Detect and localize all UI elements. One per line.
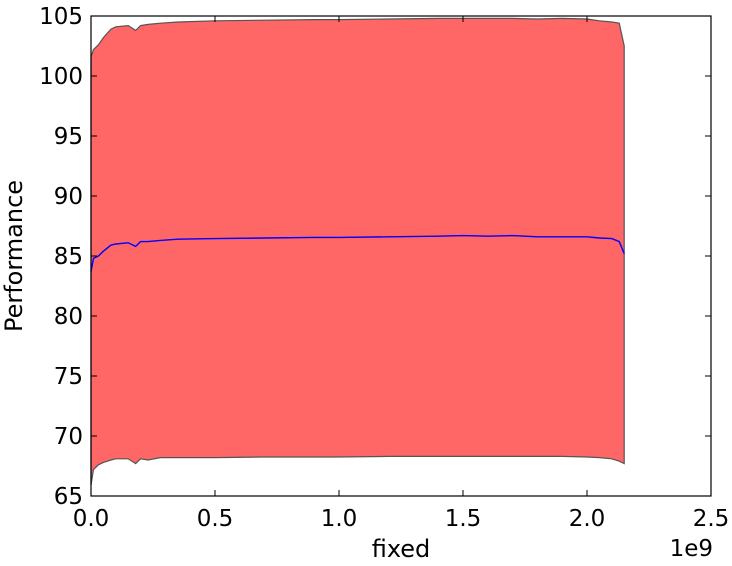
x-tick-label: 0.0 bbox=[73, 506, 110, 532]
y-tick-label: 80 bbox=[54, 304, 83, 330]
x-tick-label: 2.0 bbox=[569, 506, 606, 532]
ticks: 0.0 0.5 1.0 1.5 2.0 2.5 65 70 75 80 85 90 95 100 105 bbox=[39, 4, 729, 532]
y-tick-label: 70 bbox=[54, 424, 83, 450]
y-axis-label: Performance bbox=[0, 180, 28, 332]
plot-content bbox=[90, 17, 625, 486]
x-tick-label: 1.0 bbox=[321, 506, 358, 532]
y-tick-label: 85 bbox=[54, 244, 83, 270]
x-tick-label: 0.5 bbox=[197, 506, 234, 532]
y-tick-label: 105 bbox=[39, 4, 83, 30]
mean-line bbox=[90, 234, 625, 272]
y-tick-label: 95 bbox=[54, 124, 83, 150]
y-tick-label: 75 bbox=[54, 364, 83, 390]
y-tick-label: 100 bbox=[39, 64, 83, 90]
x-tick-label: 2.5 bbox=[693, 506, 730, 532]
y-tick-label: 65 bbox=[54, 484, 83, 510]
x-axis-offset-label: 1e9 bbox=[670, 536, 713, 562]
x-axis-label: fixed bbox=[372, 535, 431, 563]
y-tick-label: 90 bbox=[54, 184, 83, 210]
x-tick-label: 1.5 bbox=[445, 506, 482, 532]
confidence-band bbox=[90, 17, 625, 486]
